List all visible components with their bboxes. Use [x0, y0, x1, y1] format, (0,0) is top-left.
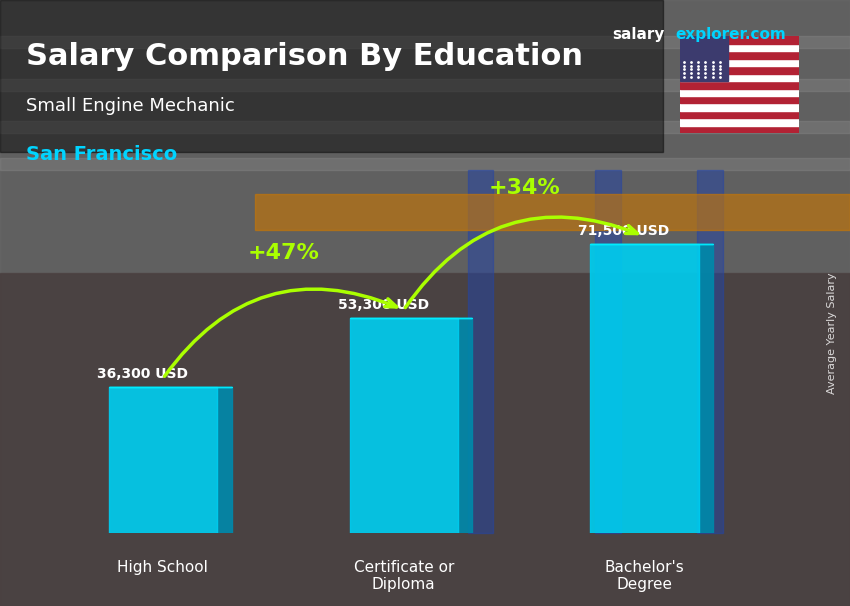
Bar — [680, 52, 799, 59]
Bar — [680, 36, 799, 44]
Text: Certificate or
Diploma: Certificate or Diploma — [354, 559, 454, 592]
Text: salary: salary — [612, 27, 665, 42]
Text: Small Engine Mechanic: Small Engine Mechanic — [26, 97, 235, 115]
Text: +47%: +47% — [247, 243, 320, 264]
Bar — [680, 66, 799, 74]
Polygon shape — [699, 244, 713, 533]
Text: Bachelor's
Degree: Bachelor's Degree — [604, 559, 684, 592]
Text: High School: High School — [117, 559, 208, 574]
Text: 71,500 USD: 71,500 USD — [578, 224, 670, 238]
Text: San Francisco: San Francisco — [26, 145, 177, 164]
Bar — [349, 318, 458, 533]
Bar — [680, 96, 799, 104]
Bar — [680, 59, 799, 66]
Bar — [680, 104, 799, 111]
Polygon shape — [217, 387, 231, 533]
Bar — [109, 387, 217, 533]
Polygon shape — [458, 318, 473, 533]
Bar — [680, 44, 799, 52]
Text: 53,300 USD: 53,300 USD — [337, 298, 428, 312]
Text: +34%: +34% — [488, 178, 560, 198]
Text: 36,300 USD: 36,300 USD — [97, 367, 188, 381]
Bar — [680, 36, 728, 81]
Bar — [591, 244, 699, 533]
Text: Average Yearly Salary: Average Yearly Salary — [827, 273, 837, 394]
Bar — [680, 74, 799, 81]
Bar — [680, 118, 799, 126]
Bar — [680, 126, 799, 133]
Bar — [680, 111, 799, 118]
Bar — [680, 88, 799, 96]
Text: Salary Comparison By Education: Salary Comparison By Education — [26, 42, 582, 72]
Bar — [680, 81, 799, 88]
Text: explorer.com: explorer.com — [676, 27, 786, 42]
